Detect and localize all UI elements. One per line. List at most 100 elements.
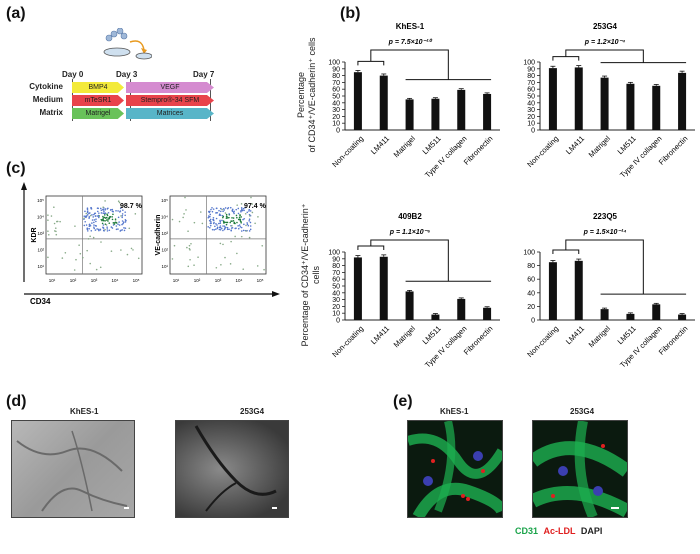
event-dot [235,208,238,211]
event-dot [209,224,212,227]
event-dot [245,230,247,232]
event-dot [215,212,217,214]
event-dot [233,210,235,213]
event-dot [219,225,222,227]
event-dot [102,218,104,221]
event-dot [93,213,95,216]
event-dot [122,209,124,211]
event-dot [102,208,104,211]
chart-pvalue: p = 7.5×10⁻¹⁰ [388,38,433,46]
chart-pvalue: p = 1.2×10⁻⁴ [584,39,626,46]
flow-x-tick: 10² [70,278,77,283]
event-dot [121,223,123,226]
event-dot [231,217,233,219]
event-dot [251,203,254,205]
event-dot [261,244,264,247]
event-dot [124,221,127,223]
bar [379,256,388,320]
event-dot [111,216,113,218]
event-dot [184,196,186,199]
y-tick-label: 0 [336,318,340,325]
flow-x-tick: 10¹ [49,278,56,283]
event-dot [113,223,116,225]
micro-e-label-khes1: KhES-1 [440,407,469,416]
y-tick-label: 0 [336,128,340,135]
y-tick-label: 70 [527,80,535,87]
event-dot [212,216,215,219]
x-tick-label: LM411 [369,324,391,346]
event-dot [218,228,221,231]
day-0-label: Day 0 [62,70,84,79]
event-dot [89,235,91,238]
event-dot [226,221,229,224]
bar [600,309,609,320]
event-dot [96,210,99,213]
event-dot [242,218,244,221]
event-dot [100,218,103,221]
event-dot [213,229,216,231]
panel-label-a: (a) [6,5,26,22]
event-dot [110,226,113,228]
y-tick-label: 20 [527,304,535,311]
event-dot [243,217,246,220]
event-dot [248,218,251,221]
event-dot [128,227,131,230]
flow-xlabel: CD34 [30,297,51,306]
event-dot [105,219,108,221]
event-dot [222,225,224,227]
event-dot [97,216,100,219]
event-dot [207,226,209,228]
event-dot [103,230,105,232]
event-dot [183,213,185,215]
event-dot [228,228,230,231]
y-tick-label: 40 [527,290,535,297]
event-dot [248,236,251,239]
event-dot [216,226,219,229]
event-dot [106,213,108,216]
flow-y-tick: 10² [161,248,168,253]
flow-x-tick: 10³ [215,278,222,283]
flow-cytometry-plots: 98.7 % KDR 10¹ 10¹ 10² 10² 10³ 10³ 10⁴ 10⁴ 10⁵ 10⁵ 9… [21,182,280,306]
bar [353,72,362,130]
event-dot [222,229,224,232]
y-tick-label: 10 [332,311,340,318]
event-dot [93,226,95,228]
fluorescence-khes1 [407,420,503,518]
event-dot [249,228,252,231]
event-dot [215,228,217,231]
event-dot [88,212,91,214]
chart-title: 253G4 [593,22,618,31]
event-dot [220,207,222,210]
event-dot [188,244,191,247]
event-dot [219,222,222,225]
event-dot [53,206,55,209]
event-dot [239,214,241,216]
event-dot [208,226,211,229]
event-dot [102,206,104,208]
event-dot [224,212,227,214]
event-dot [115,209,117,212]
event-dot [241,209,244,212]
event-dot [246,223,249,226]
bar [548,68,557,130]
flow-y-tick: 10¹ [37,264,44,269]
timeline-row-label: Matrix [39,108,63,117]
flow-x-tick: 10⁴ [236,278,243,283]
y-tick-label: 20 [527,114,535,121]
event-dot [61,257,64,259]
y-tick-label: 40 [332,290,340,297]
micro-d-label-253g4: 253G4 [240,407,265,416]
event-dot [100,209,103,212]
event-dot [106,226,108,228]
y-tick-label: 70 [332,270,340,277]
event-dot [89,224,92,227]
event-dot [251,211,254,214]
event-dot [209,218,212,221]
x-tick-label: LM511 [421,134,443,156]
y-tick-label: 0 [531,128,535,135]
event-dot [88,216,91,218]
event-dot [239,219,242,222]
event-dot [244,206,246,209]
event-dot [221,208,223,211]
